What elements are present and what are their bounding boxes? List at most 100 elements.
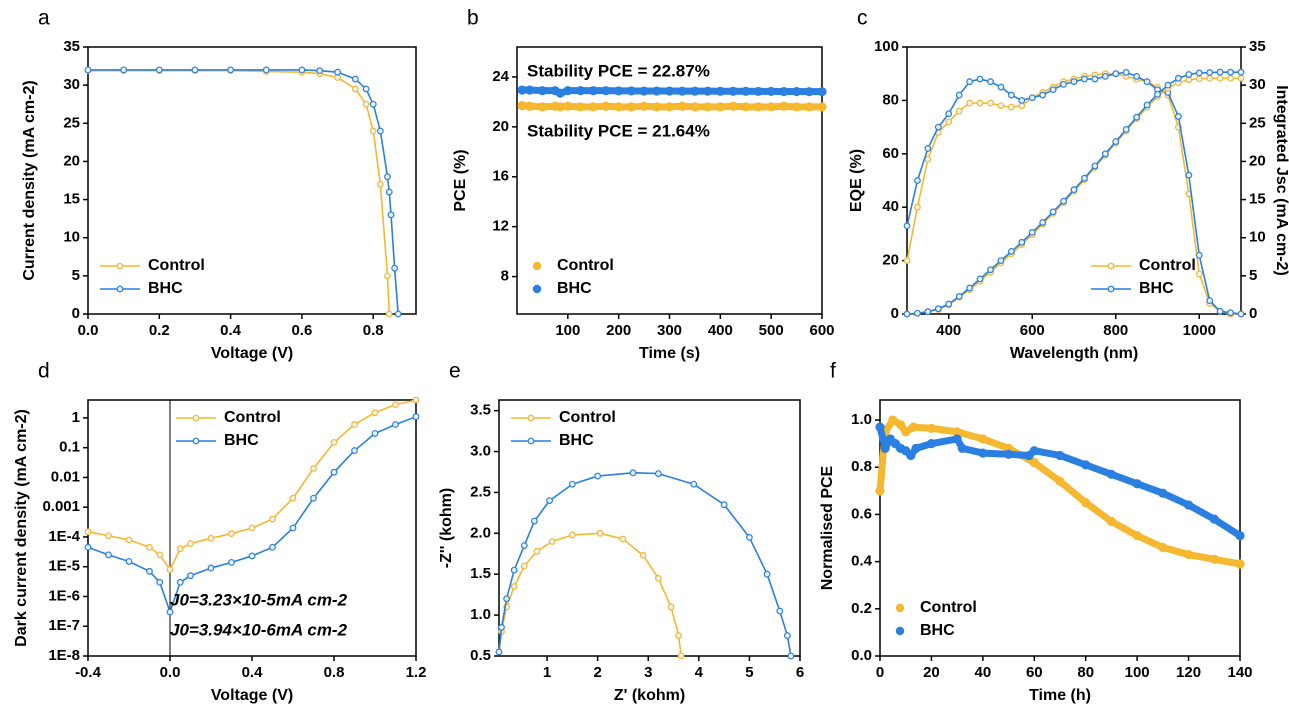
marker <box>1216 74 1224 82</box>
x-tick-label: 0 <box>876 664 884 681</box>
x-axis-title: Time (h) <box>1029 687 1091 704</box>
point <box>804 102 814 112</box>
marker <box>125 536 133 544</box>
annotation: Stability PCE = 22.87% <box>527 61 710 80</box>
y-tick-label: 0.001 <box>42 498 80 515</box>
marker <box>945 118 953 126</box>
marker <box>1007 248 1015 255</box>
point <box>614 86 624 96</box>
y2-tick-label: 10 <box>1249 229 1266 246</box>
marker <box>1133 72 1141 80</box>
legend-marker <box>192 414 200 422</box>
legend-marker <box>1107 262 1115 270</box>
x-tick-label: 500 <box>759 322 784 339</box>
x-tick-label: 80 <box>1077 664 1094 681</box>
x-tick-label: 40 <box>975 664 992 681</box>
marker <box>495 648 503 656</box>
y-tick-label: 0 <box>891 305 899 322</box>
marker <box>1060 197 1067 205</box>
marker <box>997 257 1005 265</box>
marker <box>176 545 184 553</box>
point <box>766 86 776 97</box>
point <box>517 101 527 111</box>
marker <box>176 578 184 586</box>
y2-axis-title: Integrated Jsc (mA cm-2) <box>1273 85 1289 276</box>
marker <box>1091 162 1099 170</box>
annotation: J0=3.94×10-6mA cm-2 <box>170 620 348 639</box>
marker <box>289 494 297 502</box>
x-tick-label: 3 <box>644 664 652 681</box>
x-tick-label: 100 <box>1125 664 1150 681</box>
point <box>1132 479 1142 489</box>
marker <box>412 413 420 421</box>
y-tick-label: 0.8 <box>851 458 872 475</box>
point <box>525 101 535 111</box>
marker <box>310 465 317 472</box>
marker <box>1216 307 1224 315</box>
x-axis-title: Time (s) <box>639 345 700 362</box>
y-tick-label: 1E-6 <box>48 587 80 604</box>
marker <box>1174 74 1182 82</box>
marker <box>903 222 911 230</box>
point <box>880 443 890 453</box>
marker <box>924 155 932 163</box>
marker <box>289 524 297 532</box>
point <box>1055 476 1065 487</box>
point <box>1081 498 1091 508</box>
marker <box>955 107 963 115</box>
y-tick-label: 1.5 <box>470 565 491 582</box>
marker <box>1112 70 1120 78</box>
marker <box>966 78 974 86</box>
point <box>626 86 636 96</box>
legend-marker <box>532 261 542 271</box>
point <box>875 422 885 432</box>
point <box>957 443 967 453</box>
marker <box>120 66 128 74</box>
marker <box>1101 150 1109 158</box>
legend-marker <box>527 437 535 445</box>
point <box>728 101 738 111</box>
marker <box>1227 74 1234 82</box>
point <box>728 86 738 96</box>
marker <box>351 447 358 454</box>
x-tick-label: -0.4 <box>75 664 102 681</box>
point <box>1106 469 1117 479</box>
y-tick-label: 80 <box>882 91 899 108</box>
marker <box>1143 101 1151 109</box>
annotation: Stability PCE = 21.64% <box>527 121 710 140</box>
marker <box>1039 219 1047 226</box>
y-tick-label: 0.1 <box>59 439 80 456</box>
legend-label: Control <box>559 409 616 426</box>
marker <box>105 532 112 540</box>
point <box>525 85 535 95</box>
marker <box>330 468 338 476</box>
y-tick-label: 15 <box>63 191 80 208</box>
point <box>639 101 649 111</box>
point <box>779 101 789 111</box>
y-tick-label: 8 <box>501 268 509 285</box>
y-tick-label: 0.2 <box>851 600 872 617</box>
marker <box>987 78 994 86</box>
marker <box>654 470 662 478</box>
marker <box>594 472 602 480</box>
plot-frame <box>87 46 417 315</box>
marker <box>1227 309 1234 317</box>
marker <box>146 567 153 575</box>
point <box>1029 446 1039 456</box>
legend-label: BHC <box>1139 280 1174 297</box>
marker <box>1101 72 1109 80</box>
point <box>978 434 988 444</box>
marker <box>248 524 256 532</box>
y-tick-label: 24 <box>492 68 509 85</box>
point <box>588 102 598 112</box>
panel-label: c <box>857 7 868 30</box>
point <box>1081 460 1091 470</box>
point <box>1209 514 1219 524</box>
point <box>978 448 988 458</box>
point <box>926 423 937 433</box>
marker <box>955 293 963 300</box>
marker <box>1070 78 1078 86</box>
marker <box>330 439 338 446</box>
point <box>703 86 713 96</box>
marker <box>531 517 538 525</box>
